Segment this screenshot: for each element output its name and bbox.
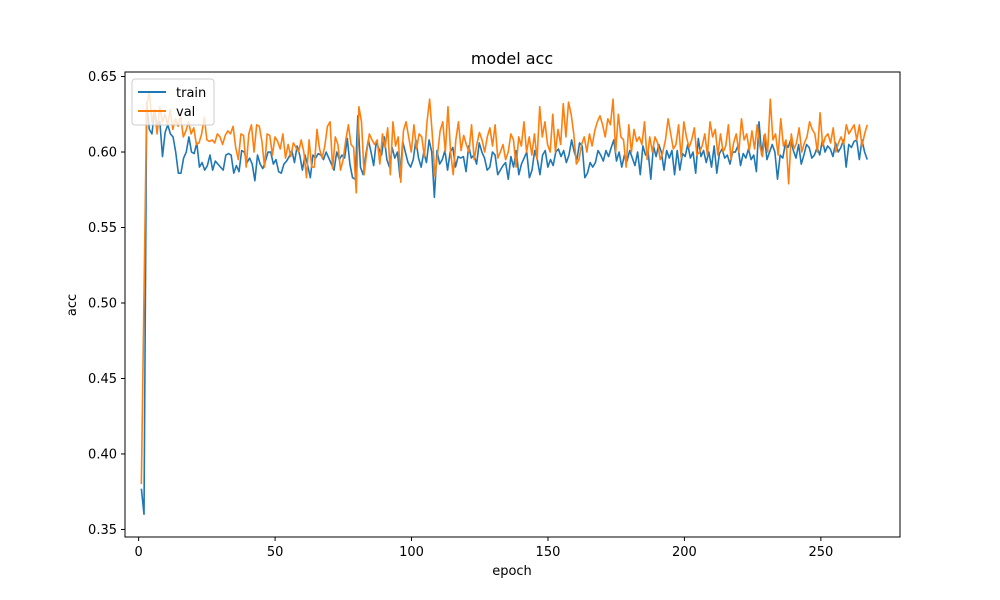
- x-tick-label: 250: [808, 545, 833, 560]
- y-tick-label: 0.60: [88, 146, 117, 161]
- y-tick-label: 0.35: [88, 523, 117, 538]
- legend: train val: [131, 78, 215, 126]
- x-tick-label: 150: [536, 545, 561, 560]
- x-tick-label: 50: [267, 545, 284, 560]
- axes-frame: [124, 71, 901, 538]
- y-tick-label: 0.55: [88, 221, 117, 236]
- series-layer: [140, 90, 869, 516]
- y-tick-label: 0.65: [88, 70, 117, 85]
- x-axis-label: epoch: [492, 564, 532, 579]
- x-tick-label: 200: [672, 545, 697, 560]
- x-axis-ticks: 0 50 100 150 200 250: [135, 537, 833, 560]
- plot-area: 0 50 100 150 200 250 0.35 0.40 0.45 0.50 0.55 0.60…: [88, 70, 901, 560]
- series-line-train: [140, 101, 869, 516]
- chart-title: model acc: [471, 49, 553, 68]
- y-tick-label: 0.50: [88, 296, 117, 311]
- series-line-val: [140, 90, 869, 485]
- legend-label-train: train: [176, 86, 206, 101]
- y-axis-label: acc: [65, 294, 80, 316]
- y-axis-ticks: 0.35 0.40 0.45 0.50 0.55 0.60 0.65: [88, 70, 125, 538]
- x-tick-label: 0: [135, 545, 143, 560]
- legend-label-val: val: [176, 105, 195, 120]
- x-tick-label: 100: [399, 545, 424, 560]
- y-tick-label: 0.40: [88, 447, 117, 462]
- y-tick-label: 0.45: [88, 372, 117, 387]
- legend-box: [131, 78, 215, 126]
